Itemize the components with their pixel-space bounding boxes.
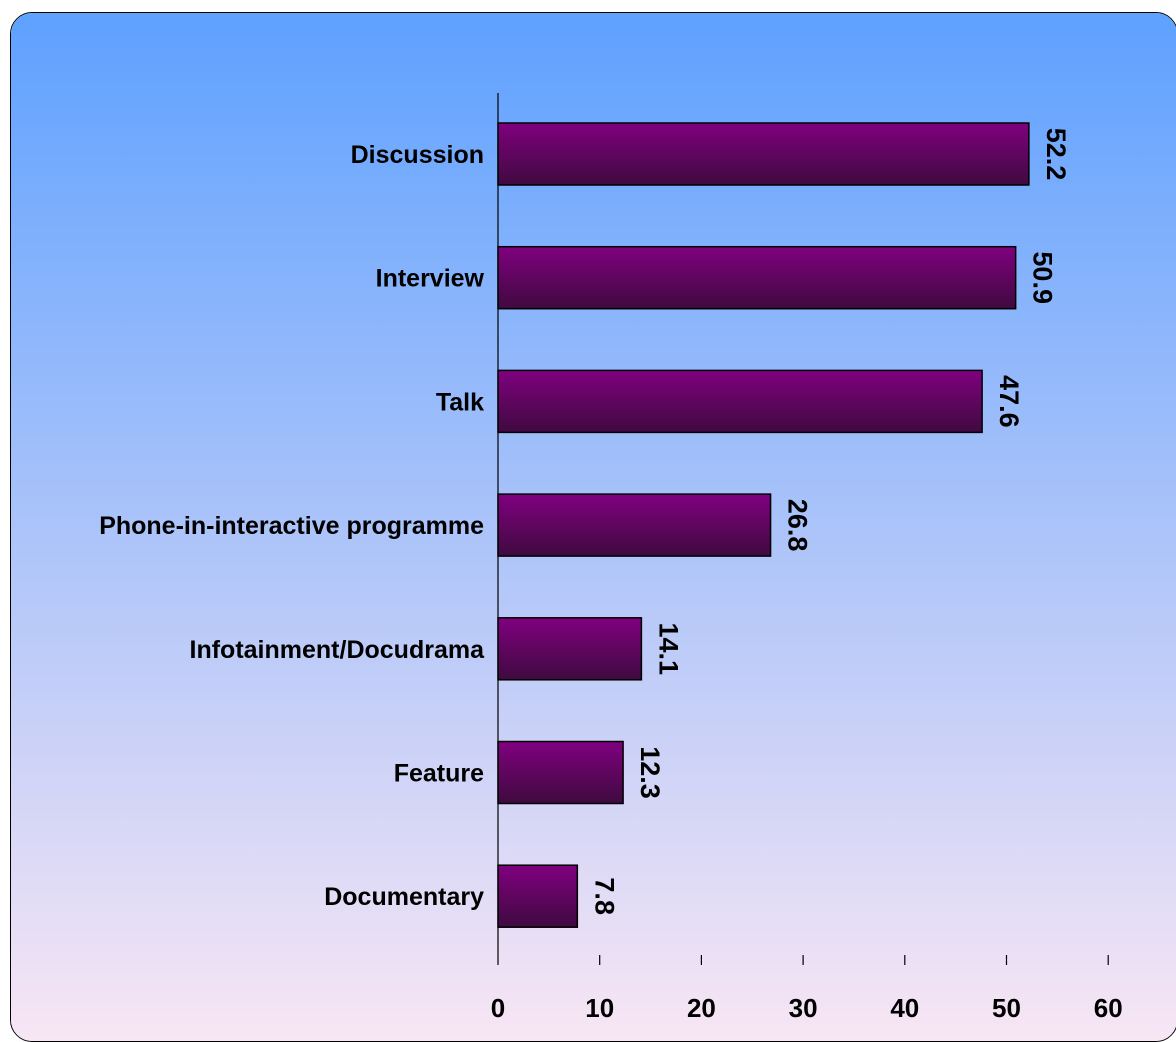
- bar: [497, 493, 772, 557]
- category-label: Infotainment/Docudrama: [190, 636, 486, 664]
- chart-panel: Discussion 52.2 Interview 50.9 Talk 47.6 Phone…: [10, 12, 1176, 1042]
- bar: [497, 740, 624, 805]
- data-label: 14.1: [653, 623, 683, 676]
- axis-layer: [497, 93, 1109, 965]
- category-label: Documentary: [324, 883, 484, 911]
- bar: [497, 245, 1017, 310]
- x-tick-label: 40: [890, 993, 919, 1023]
- x-tick-label: 50: [992, 993, 1021, 1023]
- labels-layer: Discussion 52.2 Interview 50.9 Talk 47.6 Phone…: [99, 128, 1122, 1023]
- category-label: Talk: [436, 388, 484, 416]
- category-label: Discussion: [351, 141, 484, 169]
- x-tick-label: 10: [585, 993, 614, 1023]
- x-tick-label: 0: [491, 993, 505, 1023]
- data-label: 7.8: [589, 877, 619, 915]
- bars-layer: [497, 122, 1030, 928]
- data-label: 52.2: [1041, 128, 1071, 181]
- bar: [497, 617, 643, 681]
- x-tick-label: 30: [789, 993, 818, 1023]
- x-tick-label: 20: [687, 993, 716, 1023]
- bar-chart: Discussion 52.2 Interview 50.9 Talk 47.6 Phone…: [11, 13, 1176, 1041]
- data-label: 47.6: [994, 375, 1024, 428]
- data-label: 12.3: [635, 746, 665, 799]
- x-tick-label: 60: [1094, 993, 1123, 1023]
- category-label: Feature: [394, 760, 484, 788]
- category-label: Phone-in-interactive programme: [99, 512, 484, 540]
- bar: [497, 122, 1030, 186]
- bar: [497, 369, 983, 434]
- data-label: 50.9: [1028, 251, 1058, 304]
- category-label: Interview: [376, 265, 485, 293]
- data-label: 26.8: [783, 499, 813, 552]
- bar: [497, 864, 579, 928]
